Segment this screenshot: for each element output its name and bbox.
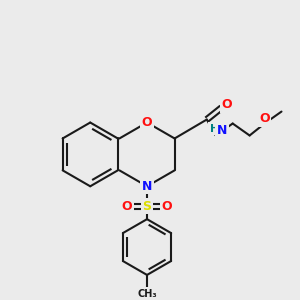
Text: O: O [259,112,270,125]
Text: H: H [210,124,219,134]
Text: O: O [221,98,232,111]
Text: N: N [142,180,152,193]
Text: O: O [142,116,152,129]
Text: S: S [142,200,152,213]
Text: O: O [122,200,132,213]
Text: O: O [162,200,172,213]
Text: N: N [217,124,227,137]
Text: CH₃: CH₃ [137,289,157,299]
